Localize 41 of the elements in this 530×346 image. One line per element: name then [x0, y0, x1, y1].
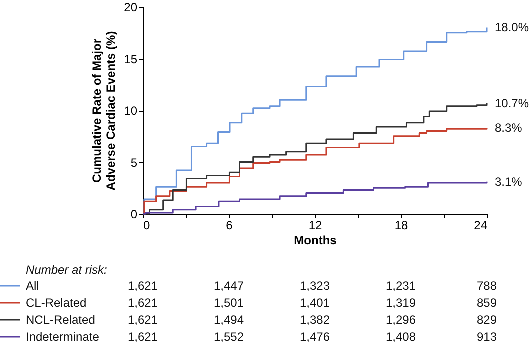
- text: 1,408: [386, 330, 416, 344]
- text: 1,476: [300, 330, 330, 344]
- text: 1,621: [128, 313, 158, 327]
- text: 829: [476, 313, 498, 327]
- text: 1,621: [128, 296, 158, 310]
- text: 1,231: [386, 279, 416, 293]
- text: 1,501: [214, 296, 244, 310]
- y-tick-label: 10: [124, 104, 138, 118]
- y-tick-label: 0: [130, 208, 138, 222]
- text: 1,552: [214, 330, 244, 344]
- text: 1,494: [214, 313, 244, 327]
- y-tick-label: 20: [124, 0, 138, 14]
- x-tick-label: 0: [144, 218, 150, 232]
- text: 1,401: [300, 296, 330, 310]
- x-tick-label: 12: [308, 218, 322, 232]
- text: 1,296: [386, 313, 416, 327]
- text: 1,621: [128, 279, 158, 293]
- text: 10.7%: [495, 96, 530, 110]
- x-tick-label: 6: [226, 218, 234, 232]
- legend-label: Indeterminate: [26, 330, 100, 344]
- y-tick-label: 5: [130, 156, 138, 170]
- text: 1,447: [214, 279, 244, 293]
- text: 3.1%: [495, 174, 523, 189]
- x-axis-title: Months: [294, 234, 338, 248]
- text: 1,621: [128, 330, 158, 344]
- y-axis-title: Cumulative Rate of Major Adverse Cardiac Events (%): [90, 31, 118, 191]
- text: 8.3%: [495, 121, 523, 136]
- x-tick-label: 24: [474, 218, 488, 232]
- x-tick-label: 18: [394, 218, 408, 232]
- text: Number at risk:: [26, 263, 108, 277]
- text: 1,382: [300, 313, 330, 327]
- text: 788: [476, 279, 498, 293]
- text: 1,323: [300, 279, 330, 293]
- text: 18.0%: [495, 20, 530, 35]
- text: 1,319: [386, 296, 416, 310]
- legend-label: All: [26, 279, 40, 293]
- legend-label: NCL-Related: [26, 313, 96, 327]
- text: 859: [476, 296, 498, 310]
- legend-label: CL-Related: [26, 296, 87, 310]
- y-tick-label: 15: [124, 52, 138, 66]
- text: 913: [476, 330, 498, 344]
